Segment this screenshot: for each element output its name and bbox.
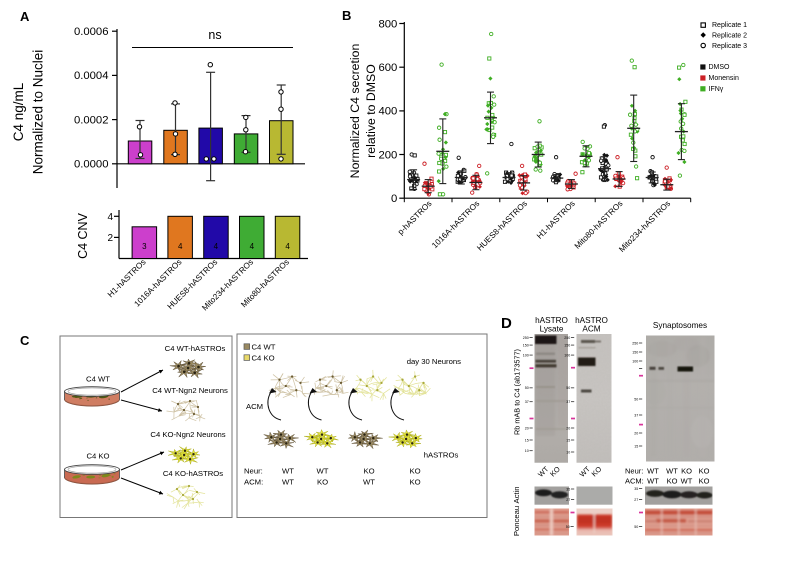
svg-text:4: 4 (178, 242, 183, 251)
svg-text:27: 27 (634, 498, 638, 502)
svg-text:0.0000: 0.0000 (74, 159, 109, 171)
svg-text:WT: WT (363, 477, 375, 486)
svg-text:hASTROs: hASTROs (424, 451, 459, 460)
svg-text:0.0004: 0.0004 (74, 70, 109, 82)
svg-text:50: 50 (634, 397, 638, 401)
svg-text:200: 200 (378, 149, 397, 161)
svg-text:800: 800 (378, 18, 397, 30)
svg-text:400: 400 (378, 106, 397, 118)
svg-text:B: B (342, 8, 351, 23)
svg-text:hASTRO: hASTRO (535, 316, 568, 325)
svg-text:27: 27 (566, 498, 570, 502)
svg-text:Monensin: Monensin (709, 75, 739, 82)
svg-text:KO: KO (699, 466, 710, 475)
svg-text:37: 37 (566, 400, 570, 404)
svg-text:3: 3 (142, 242, 147, 251)
svg-text:4: 4 (214, 242, 219, 251)
svg-text:Synaptosomes: Synaptosomes (653, 321, 707, 330)
svg-text:WT: WT (282, 466, 294, 475)
svg-text:150: 150 (523, 343, 529, 347)
svg-text:150: 150 (564, 343, 570, 347)
svg-text:100: 100 (564, 353, 570, 357)
svg-text:Replicate 2: Replicate 2 (712, 32, 747, 39)
svg-text:4: 4 (285, 242, 290, 251)
svg-text:C4 CNV: C4 CNV (76, 212, 90, 259)
svg-text:A: A (20, 9, 30, 24)
svg-text:15: 15 (566, 438, 570, 442)
svg-text:KO: KO (699, 476, 710, 485)
svg-text:Lysate: Lysate (540, 325, 564, 334)
svg-text:4: 4 (250, 242, 255, 251)
svg-text:ACM:: ACM: (244, 477, 263, 486)
svg-text:C4 WT: C4 WT (86, 375, 110, 384)
svg-text:hASTRO: hASTRO (575, 316, 608, 325)
svg-text:100: 100 (523, 353, 529, 357)
svg-text:WT: WT (647, 476, 659, 485)
svg-text:WT: WT (317, 466, 329, 475)
svg-text:15: 15 (525, 438, 529, 442)
svg-text:0: 0 (391, 193, 397, 205)
svg-text:4: 4 (107, 212, 113, 223)
svg-text:35: 35 (634, 487, 638, 491)
svg-text:0.0002: 0.0002 (74, 114, 109, 126)
svg-text:ACM:: ACM: (625, 476, 644, 485)
svg-text:Replicate 3: Replicate 3 (712, 43, 747, 50)
svg-text:ns: ns (208, 28, 221, 42)
svg-text:WT: WT (681, 476, 693, 485)
svg-text:day 30 Neurons: day 30 Neurons (407, 357, 461, 366)
svg-text:Neur:: Neur: (244, 466, 263, 475)
svg-text:Actin: Actin (512, 486, 521, 503)
svg-text:WT: WT (282, 477, 294, 486)
svg-text:KO: KO (667, 476, 678, 485)
svg-text:250: 250 (523, 336, 529, 340)
svg-text:15: 15 (634, 444, 638, 448)
svg-text:ACM: ACM (582, 325, 600, 334)
svg-text:C4 KO-Ngn2 Neurons: C4 KO-Ngn2 Neurons (150, 430, 225, 439)
svg-text:C4 WT-Ngn2 Neurons: C4 WT-Ngn2 Neurons (152, 386, 228, 395)
svg-text:ACM: ACM (246, 402, 263, 411)
svg-text:KO: KO (317, 477, 328, 486)
svg-text:20: 20 (634, 431, 638, 435)
svg-text:100: 100 (632, 359, 638, 363)
svg-text:WT: WT (647, 466, 659, 475)
svg-text:KO: KO (681, 466, 692, 475)
svg-text:150: 150 (632, 350, 638, 354)
svg-text:DMSO: DMSO (709, 64, 731, 71)
svg-text:37: 37 (634, 413, 638, 417)
svg-text:C4 KO-hASTROs: C4 KO-hASTROs (163, 469, 223, 478)
svg-text:10: 10 (525, 449, 529, 453)
svg-text:600: 600 (378, 62, 397, 74)
svg-text:Replicate 1: Replicate 1 (712, 22, 747, 29)
svg-text:KO: KO (363, 466, 374, 475)
svg-text:20: 20 (566, 426, 570, 430)
svg-text:C: C (20, 333, 30, 348)
svg-text:50: 50 (634, 525, 638, 529)
svg-text:Ponceau: Ponceau (512, 506, 521, 536)
svg-text:0.0006: 0.0006 (74, 26, 109, 38)
svg-text:250: 250 (564, 336, 570, 340)
svg-text:20: 20 (525, 426, 529, 430)
svg-text:KO: KO (409, 477, 420, 486)
svg-text:C4 KO: C4 KO (86, 452, 109, 461)
svg-text:50: 50 (566, 386, 570, 390)
svg-text:2: 2 (107, 233, 113, 244)
svg-text:37: 37 (525, 400, 529, 404)
svg-text:Neur:: Neur: (625, 466, 643, 475)
svg-text:C4 WT: C4 WT (252, 342, 276, 351)
svg-text:250: 250 (632, 341, 638, 345)
svg-text:Rb mAB to C4 (ab173577): Rb mAB to C4 (ab173577) (513, 349, 522, 435)
svg-text:C4 KO: C4 KO (252, 353, 275, 362)
svg-text:50: 50 (566, 525, 570, 529)
svg-text:IFNγ: IFNγ (709, 86, 724, 93)
svg-text:35: 35 (566, 487, 570, 491)
svg-text:KO: KO (409, 466, 420, 475)
svg-text:C4 WT-hASTROs: C4 WT-hASTROs (165, 344, 226, 353)
svg-text:10: 10 (566, 450, 570, 454)
svg-text:WT: WT (666, 466, 678, 475)
svg-text:50: 50 (525, 386, 529, 390)
svg-text:D: D (501, 315, 512, 332)
